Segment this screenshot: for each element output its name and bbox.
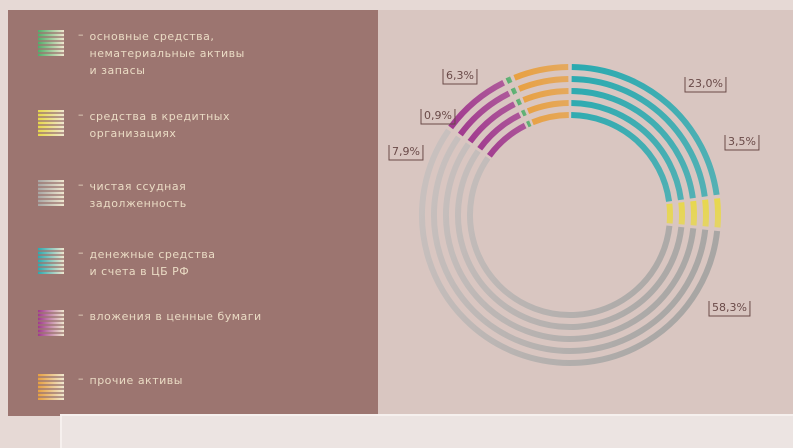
slice-stripe bbox=[714, 198, 721, 228]
legend-swatch bbox=[38, 374, 64, 400]
slice-stripe bbox=[690, 200, 697, 226]
label-bracket bbox=[708, 301, 751, 317]
slice-stripe bbox=[477, 112, 522, 151]
legend-dash: – bbox=[78, 178, 84, 191]
legend-item: – прочие активы bbox=[38, 372, 183, 400]
slice-stripe bbox=[571, 76, 708, 197]
slice-stripe bbox=[522, 88, 569, 103]
legend-item: – средства в кредитных организациях bbox=[38, 108, 230, 142]
label-bracket bbox=[442, 69, 478, 85]
legend-label: вложения в ценные бумаги bbox=[89, 310, 262, 323]
slice-stripe bbox=[486, 122, 527, 158]
legend-item: – денежные средства и счета в ЦБ РФ bbox=[38, 246, 215, 280]
legend-label: средства в кредитных организациях bbox=[89, 110, 231, 140]
bottom-box bbox=[60, 414, 793, 448]
value-label: 3,5% bbox=[728, 135, 756, 148]
slice-stripe bbox=[510, 87, 518, 95]
value-label: 7,9% bbox=[392, 145, 420, 158]
slice-stripe bbox=[443, 142, 697, 342]
slice-stripe bbox=[678, 202, 685, 225]
slice-stripe bbox=[431, 135, 709, 354]
label-bracket bbox=[724, 135, 760, 151]
donut-slice bbox=[571, 64, 720, 202]
legend-swatch bbox=[38, 248, 64, 274]
slice-stripe bbox=[513, 64, 569, 81]
slice-stripe bbox=[526, 100, 569, 114]
slice-stripe bbox=[571, 100, 684, 201]
slice-stripe bbox=[419, 128, 721, 366]
slice-stripe bbox=[457, 90, 511, 137]
value-label: 0,9% bbox=[424, 109, 452, 122]
legend-swatch bbox=[38, 180, 64, 206]
label-bracket bbox=[684, 77, 727, 93]
slice-stripe bbox=[448, 80, 506, 130]
value-label: 58,3% bbox=[712, 301, 747, 314]
label-bracket bbox=[388, 145, 424, 161]
donut-slice bbox=[513, 64, 569, 126]
slice-stripe bbox=[526, 120, 532, 128]
slice-stripe bbox=[571, 112, 673, 202]
donut-slice bbox=[666, 198, 721, 228]
slice-stripe bbox=[517, 76, 569, 92]
slice-stripe bbox=[520, 109, 527, 117]
legend-swatch bbox=[38, 30, 64, 56]
legend-label: чистая ссудная задолженность bbox=[89, 180, 187, 210]
legend-label: прочие активы bbox=[89, 374, 183, 387]
legend-item: – основные средства, нематериальные актив… bbox=[38, 28, 245, 79]
legend-item: – вложения в ценные бумаги bbox=[38, 308, 262, 336]
legend-item: – чистая ссудная задолженность bbox=[38, 178, 187, 212]
legend-label: основные средства, нематериальные активы… bbox=[89, 30, 245, 77]
donut-slice bbox=[505, 76, 532, 128]
slice-stripe bbox=[515, 98, 522, 106]
legend-dash: – bbox=[78, 246, 84, 259]
slice-stripe bbox=[531, 112, 569, 126]
legend-swatch bbox=[38, 110, 64, 136]
slice-stripe bbox=[505, 76, 513, 84]
legend-panel bbox=[8, 10, 378, 416]
slice-stripe bbox=[571, 88, 696, 199]
donut-slice bbox=[419, 128, 721, 366]
slice-stripe bbox=[467, 156, 673, 318]
legend-label: денежные средства и счета в ЦБ РФ bbox=[89, 248, 216, 278]
slice-stripe bbox=[571, 64, 720, 196]
slice-stripe bbox=[455, 149, 685, 330]
legend-dash: – bbox=[78, 108, 84, 121]
value-label: 6,3% bbox=[446, 69, 474, 82]
slice-stripe bbox=[467, 101, 516, 144]
legend-swatch bbox=[38, 310, 64, 336]
value-label: 23,0% bbox=[688, 77, 723, 90]
legend-dash: – bbox=[78, 308, 84, 321]
slice-stripe bbox=[666, 203, 673, 224]
legend-dash: – bbox=[78, 372, 84, 385]
label-bracket bbox=[420, 109, 456, 125]
legend-dash: – bbox=[78, 28, 84, 41]
slice-stripe bbox=[702, 199, 709, 227]
donut-slice bbox=[448, 80, 527, 158]
